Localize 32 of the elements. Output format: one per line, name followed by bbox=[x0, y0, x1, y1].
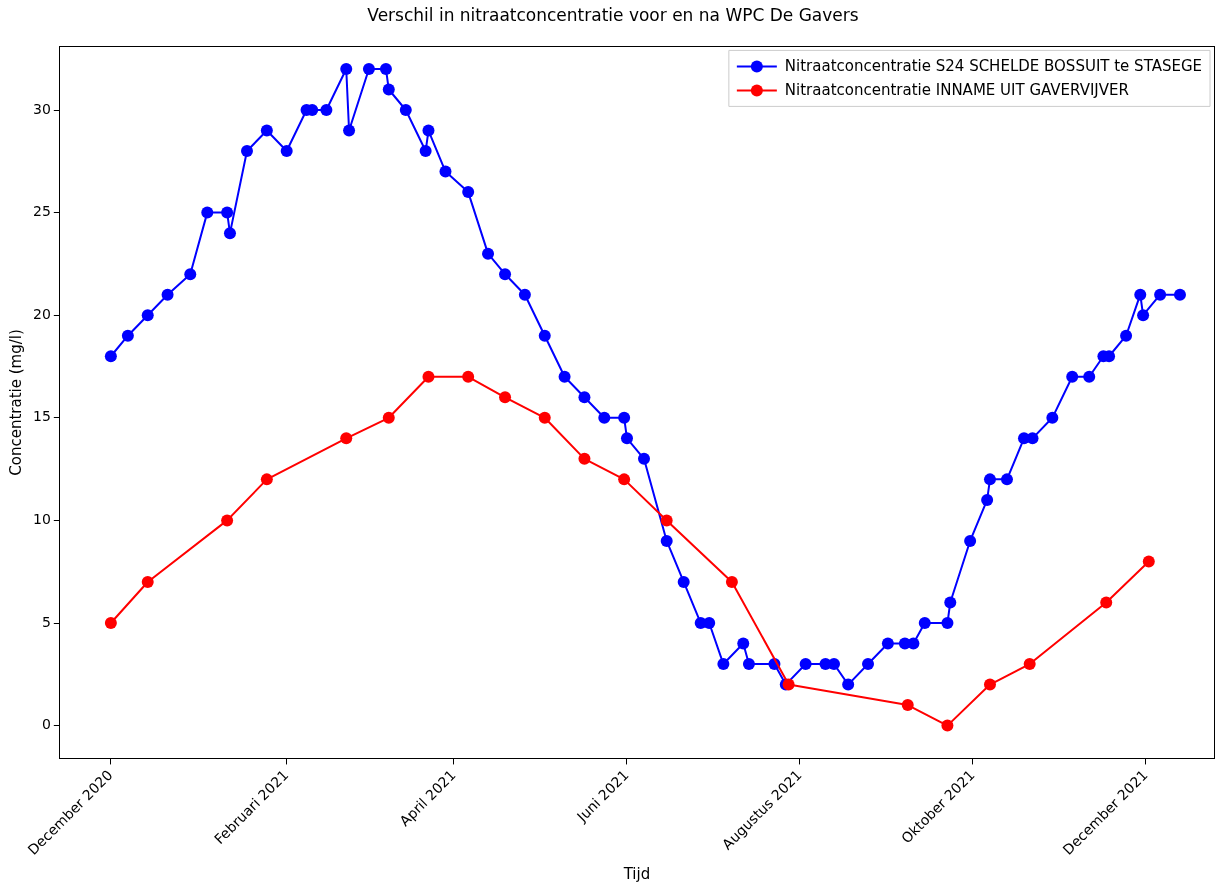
point bbox=[1100, 596, 1113, 609]
y-tick-label: 15 bbox=[32, 408, 51, 425]
point bbox=[260, 473, 273, 486]
y-tick-label: 25 bbox=[32, 203, 51, 220]
point bbox=[941, 719, 954, 732]
point bbox=[382, 411, 395, 424]
y-tick-label: 0 bbox=[41, 716, 51, 733]
y-axis-title: Concentratie (mg/l) bbox=[6, 329, 25, 476]
point bbox=[538, 411, 551, 424]
y-tick-label: 10 bbox=[32, 511, 51, 528]
point bbox=[104, 617, 117, 630]
point bbox=[618, 473, 631, 486]
y-tick-label: 5 bbox=[41, 613, 51, 630]
point bbox=[983, 678, 996, 691]
y-tick-label: 30 bbox=[32, 100, 51, 117]
point bbox=[578, 452, 591, 465]
point bbox=[725, 575, 738, 588]
point bbox=[1142, 555, 1155, 568]
x-axis-title: Tijd bbox=[622, 864, 651, 883]
point bbox=[901, 699, 914, 712]
legend-label: Nitraatconcentratie S24 SCHELDE BOSSUIT te STASEGE bbox=[784, 57, 1203, 76]
point bbox=[462, 370, 475, 383]
point bbox=[499, 391, 512, 404]
point bbox=[660, 514, 673, 527]
legend-label: Nitraatconcentratie INNAME UIT GAVERVIJVER bbox=[784, 81, 1129, 100]
point bbox=[141, 575, 154, 588]
y-tick-label: 20 bbox=[32, 305, 51, 322]
point bbox=[221, 514, 234, 527]
point bbox=[1023, 658, 1036, 671]
point bbox=[340, 432, 353, 445]
point bbox=[422, 370, 435, 383]
chart-title: Verschil in nitraatconcentratie voor en na WPC De Gavers bbox=[367, 4, 859, 25]
